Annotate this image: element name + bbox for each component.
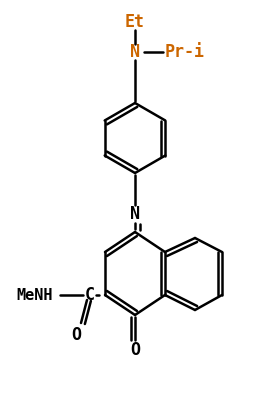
Text: Et: Et	[125, 13, 145, 31]
Text: N: N	[130, 205, 140, 223]
Text: O: O	[71, 326, 81, 344]
Text: N: N	[130, 43, 140, 61]
Text: C: C	[85, 286, 95, 304]
Text: O: O	[130, 341, 140, 359]
Text: Pr-i: Pr-i	[165, 43, 205, 61]
Text: MeNH: MeNH	[17, 288, 53, 303]
